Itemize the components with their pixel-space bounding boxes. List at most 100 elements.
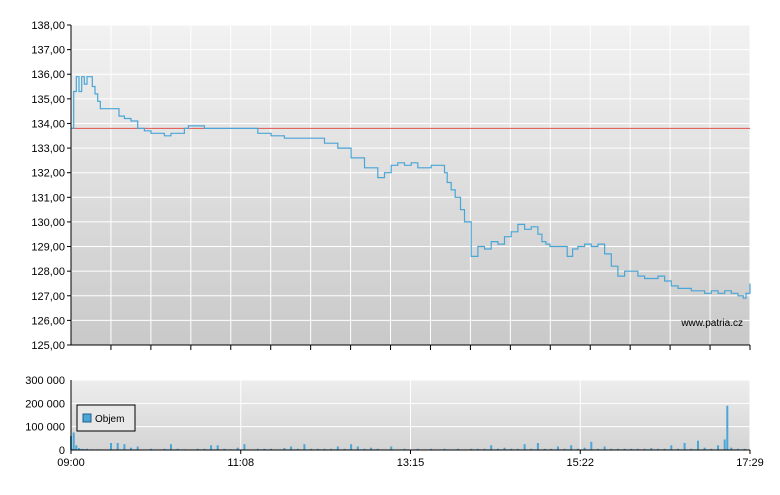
volume-bar (743, 448, 746, 450)
volume-bar (630, 448, 633, 450)
volume-bar (283, 448, 286, 450)
volume-bar (590, 441, 593, 450)
volume-y-tick-label: 0 (59, 445, 65, 457)
watermark: www.patria.cz (680, 318, 743, 329)
volume-bar (443, 448, 446, 450)
volume-bar (130, 447, 132, 450)
volume-bar (703, 447, 706, 450)
price-y-axis: 125,00 126,00 127,00 128,00 129,00 130,00 131,… (31, 20, 71, 352)
volume-bar (723, 439, 726, 450)
price-grid (71, 24, 751, 346)
volume-bar (496, 448, 499, 450)
volume-bar (677, 448, 679, 450)
volume-bar (650, 448, 653, 450)
volume-bar (583, 447, 586, 450)
price-plot-background (71, 25, 750, 345)
volume-bar (196, 448, 199, 450)
volume-bar (343, 448, 346, 450)
volume-bar (570, 445, 573, 450)
volume-bar (80, 448, 83, 450)
volume-bar (75, 445, 78, 450)
volume-bar (510, 448, 513, 450)
volume-bar (203, 448, 206, 450)
price-y-tick-label: 130,00 (31, 217, 65, 229)
volume-bar (643, 448, 646, 450)
volume-bar (490, 445, 493, 450)
volume-x-tick-label: 09:00 (57, 457, 85, 469)
volume-bar (350, 444, 353, 450)
volume-bar (170, 444, 172, 450)
volume-y-axis: 0 100 000 200 000 300 000 (25, 375, 65, 457)
volume-bar (116, 443, 119, 450)
legend-swatch (82, 413, 92, 423)
volume-bar (163, 448, 166, 450)
volume-bar (556, 446, 559, 450)
volume-bar (290, 446, 293, 450)
price-y-tick-label: 135,00 (31, 94, 65, 106)
volume-bar (216, 445, 219, 450)
volume-bar (550, 448, 553, 450)
price-y-tick-label: 133,00 (31, 143, 65, 155)
volume-bar (516, 448, 519, 450)
price-y-tick-label: 127,00 (31, 291, 65, 303)
volume-bar (86, 448, 88, 450)
volume-bar (503, 447, 506, 450)
volume-bar (256, 448, 259, 450)
volume-bar (636, 448, 639, 450)
volume-bar (483, 448, 486, 450)
volume-bar (697, 440, 699, 450)
volume-bar (310, 448, 313, 450)
price-y-tick-label: 138,00 (31, 20, 65, 32)
volume-bar (236, 447, 239, 450)
volume-bar (316, 448, 319, 450)
volume-bar (563, 448, 566, 450)
volume-bar (726, 405, 729, 450)
volume-bar (717, 445, 719, 450)
volume-bar (476, 448, 479, 450)
volume-bar (323, 448, 326, 450)
volume-bar (376, 448, 379, 450)
volume-bar (390, 446, 393, 450)
price-x-ticks (110, 345, 751, 350)
volume-bar (71, 448, 74, 450)
price-y-tick-label: 137,00 (31, 45, 65, 57)
price-y-tick-label: 129,00 (31, 242, 65, 254)
price-y-tick-label: 132,00 (31, 168, 65, 180)
volume-bar (123, 444, 126, 450)
price-y-tick-label: 134,00 (31, 118, 65, 130)
volume-bar (296, 448, 299, 450)
volume-bar (72, 432, 75, 450)
volume-bar (596, 448, 599, 450)
volume-bar (223, 448, 226, 450)
volume-bar (576, 448, 579, 450)
volume-bar (530, 448, 533, 450)
volume-bar (623, 448, 626, 450)
price-y-tick-label: 131,00 (31, 192, 65, 204)
volume-bar (363, 448, 366, 450)
volume-bar (470, 448, 473, 450)
price-y-tick-label: 126,00 (31, 315, 65, 327)
volume-bar (690, 448, 693, 450)
volume-bar (270, 448, 273, 450)
volume-bar (150, 448, 152, 450)
volume-bar (336, 446, 339, 450)
volume-bar (610, 448, 613, 450)
volume-x-axis-ticks: 09:00 11:08 13:15 15:22 17:29 (57, 450, 764, 469)
volume-bar (710, 448, 713, 450)
volume-bar (263, 448, 266, 450)
volume-bar (670, 445, 673, 450)
volume-bar (210, 445, 213, 450)
volume-bar (523, 444, 526, 450)
volume-bar (663, 448, 666, 450)
volume-bar (603, 446, 606, 450)
volume-bar (683, 443, 686, 450)
volume-bar (403, 448, 406, 450)
volume-bar (456, 448, 459, 450)
volume-bar (136, 446, 139, 450)
volume-bar (416, 448, 419, 450)
volume-bar (536, 443, 539, 450)
volume-bar (543, 448, 546, 450)
price-y-tick-label: 128,00 (31, 266, 65, 278)
